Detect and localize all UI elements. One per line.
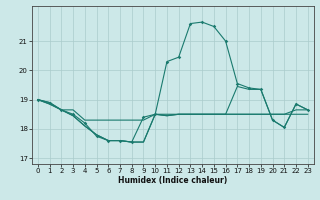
X-axis label: Humidex (Indice chaleur): Humidex (Indice chaleur) — [118, 176, 228, 185]
